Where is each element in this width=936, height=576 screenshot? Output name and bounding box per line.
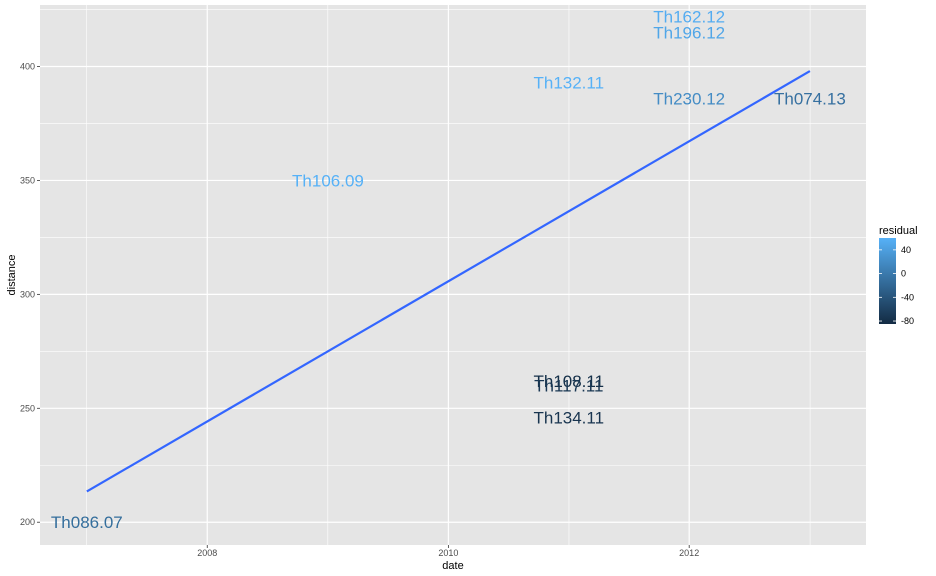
x-axis: 2008 2010 2012: [197, 545, 699, 558]
point-label: Th074.13: [774, 89, 846, 108]
y-tick-label: 350: [20, 175, 35, 185]
legend: residual 40 0 -40 -80: [879, 225, 918, 326]
grid-minor: [40, 5, 866, 545]
point-label: Th134.11: [533, 408, 604, 427]
trend-line: [86, 70, 811, 493]
trend-line-group: [86, 70, 811, 493]
grid-major: [40, 5, 866, 545]
point-label: Th132.11: [533, 73, 604, 92]
y-tick-label: 200: [20, 517, 35, 527]
y-axis-title: distance: [6, 255, 18, 296]
y-tick-label: 250: [20, 403, 35, 413]
x-tick-label: 2012: [679, 548, 699, 558]
point-label: Th106.09: [292, 171, 364, 190]
legend-ticks: 40 0 -40 -80: [879, 245, 914, 326]
point-labels: Th086.07 Th106.09 Th132.11 Th108.11Th117.11…: [51, 7, 846, 532]
panel-background: [40, 5, 866, 545]
x-axis-title: date: [442, 560, 463, 572]
point-label: Th117.11: [534, 377, 603, 396]
x-tick-label: 2010: [438, 548, 458, 558]
point-label: Th162.12: [653, 7, 725, 26]
legend-tick-label: 0: [901, 269, 906, 279]
x-tick-label: 2008: [197, 548, 217, 558]
y-tick-label: 400: [20, 62, 35, 72]
point-label: Th086.07: [51, 513, 123, 532]
legend-colorbar: [879, 238, 896, 324]
point-label: Th108.11: [533, 372, 604, 391]
point-label: Th196.12: [653, 23, 725, 42]
legend-tick-label: -40: [901, 292, 914, 302]
legend-title: residual: [879, 225, 918, 237]
y-tick-label: 300: [20, 289, 35, 299]
legend-tick-label: 40: [901, 245, 911, 255]
y-axis: 200 250 300 350 400: [20, 62, 40, 527]
point-label: Th230.12: [653, 89, 725, 108]
legend-tick-label: -80: [901, 316, 914, 326]
